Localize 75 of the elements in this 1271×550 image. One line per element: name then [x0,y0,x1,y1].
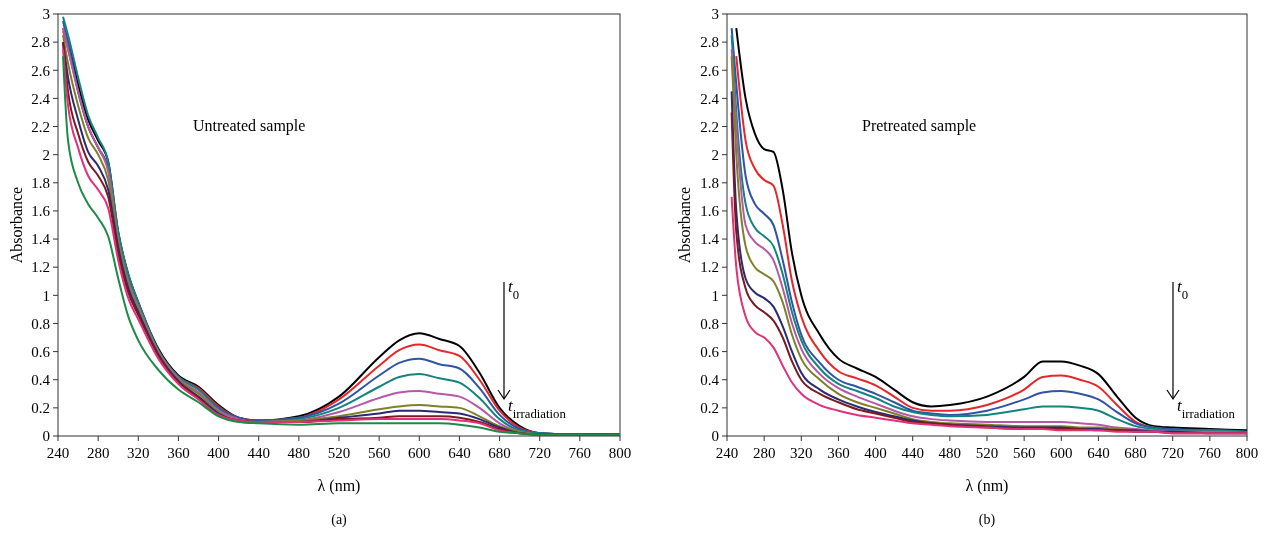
x-tick-label: 320 [127,445,150,461]
x-tick-label: 680 [488,445,511,461]
y-tick-label: 2.2 [31,118,50,135]
y-tick-label: 1.4 [700,231,720,248]
x-tick-label: 280 [86,445,110,461]
x-tick-label: 560 [1012,445,1036,461]
line-series [730,195,1248,435]
x-tick-label: 720 [1161,445,1184,461]
y-tick-label: 2.6 [700,62,720,79]
y-tick-label: 3 [711,6,719,23]
x-tick-label: 400 [207,445,230,461]
x-tick-label: 400 [864,445,887,461]
x-tick-label: 760 [568,445,592,461]
annotation: Untreated sample [193,117,306,135]
y-tick-label: 2.8 [700,34,719,51]
x-tick-label: 800 [1235,445,1259,461]
y-tick-label: 1 [711,287,719,304]
y-tick-label: 1.8 [700,175,719,192]
x-tick-label: 720 [528,445,551,461]
x-tick-label: 480 [287,445,311,461]
x-tick-label: 560 [367,445,391,461]
y-tick-label: 0.8 [700,315,719,332]
x-tick-label: 760 [1198,445,1222,461]
y-tick-label: 2.6 [31,62,51,79]
x-tick-label: 240 [715,445,739,461]
y-axis-title: Absorbance [676,186,693,264]
annotation: Pretreated sample [862,117,977,135]
annotation: t$_{irradiation}$ [508,396,567,421]
y-tick-label: 0 [42,428,50,445]
x-tick-label: 440 [901,445,924,461]
y-tick-label: 2.4 [31,90,51,107]
x-tick-label: 360 [167,445,190,461]
y-tick-label: 3 [42,6,50,23]
x-tick-label: 520 [327,445,351,461]
text: (b) [978,512,996,528]
y-tick-label: 1.2 [700,259,719,276]
annotation: t$_{0}$ [1177,277,1189,302]
y-tick-label: 1 [42,287,50,304]
x-tick-label: 800 [608,445,632,461]
x-tick-label: 480 [938,445,962,461]
x-tick-label: 360 [827,445,850,461]
x-tick-label: 440 [247,445,270,461]
y-tick-label: 2.8 [31,34,50,51]
x-tick-label: 640 [1087,445,1110,461]
y-tick-label: 0.6 [700,343,720,360]
y-tick-label: 1.2 [31,259,50,276]
x-tick-label: 240 [46,445,70,461]
y-tick-label: 0 [711,428,719,445]
x-tick-label: 320 [790,445,813,461]
x-tick-label: 600 [1050,445,1073,461]
y-tick-label: 1.8 [31,175,50,192]
y-tick-label: 2.4 [700,90,720,107]
y-tick-label: 1.4 [31,231,51,248]
x-axis-title: λ (nm) [317,477,361,495]
x-tick-label: 600 [408,445,431,461]
annotation: t$_{0}$ [508,277,520,302]
x-tick-label: 680 [1124,445,1147,461]
x-tick-label: 640 [448,445,471,461]
y-axis-title: Absorbance [8,186,25,264]
y-tick-label: 0.6 [31,343,51,360]
y-tick-label: 0.8 [31,315,50,332]
y-tick-label: 0.2 [700,400,719,417]
y-tick-label: 0.4 [31,371,51,388]
x-axis-title: λ (nm) [965,477,1009,495]
y-tick-label: 1.6 [31,203,51,220]
y-tick-label: 2 [711,146,719,163]
y-tick-label: 0.2 [31,400,50,417]
y-tick-label: 0.4 [700,371,720,388]
y-tick-label: 2.2 [700,118,719,135]
text: (a) [331,512,348,528]
y-tick-label: 1.6 [700,203,720,220]
annotation: t$_{irradiation}$ [1177,396,1236,421]
x-tick-label: 520 [975,445,999,461]
x-tick-label: 280 [752,445,776,461]
y-tick-label: 2 [42,146,50,163]
